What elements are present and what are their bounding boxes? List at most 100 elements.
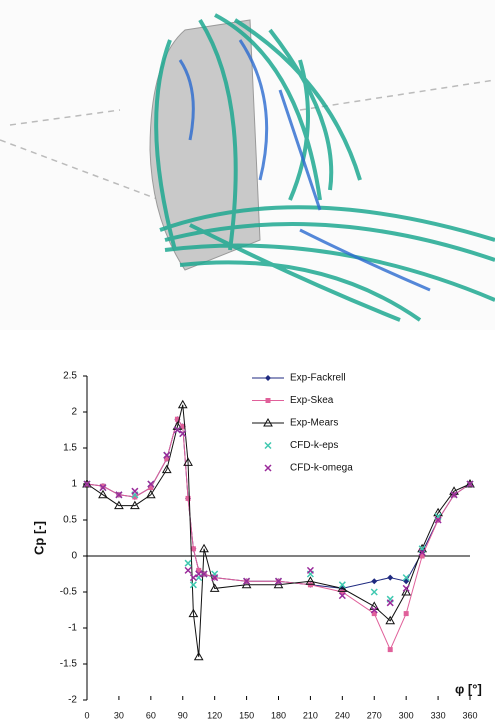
marker xyxy=(465,478,475,488)
y-axis-title: Cp [-] xyxy=(31,521,46,555)
legend-label: Exp-Mears xyxy=(290,418,338,429)
marker xyxy=(83,480,91,488)
x-tick-label: 180 xyxy=(271,710,286,720)
y-tick-label: 1.5 xyxy=(63,443,77,454)
x-tick-label: 330 xyxy=(431,710,446,720)
y-tick-label: 2.5 xyxy=(63,371,77,382)
marker xyxy=(177,399,188,409)
streamline-render xyxy=(0,0,495,330)
marker xyxy=(184,559,192,567)
marker xyxy=(190,546,196,552)
marker xyxy=(188,608,199,618)
marker xyxy=(434,516,442,524)
marker xyxy=(183,457,193,466)
marker xyxy=(371,611,377,617)
legend-label: CFD-k-eps xyxy=(290,440,338,451)
marker xyxy=(338,592,346,600)
marker xyxy=(189,581,197,589)
marker xyxy=(180,423,186,429)
marker xyxy=(337,583,348,592)
marker xyxy=(174,416,180,422)
x-tick-label: 270 xyxy=(367,710,382,720)
marker xyxy=(100,483,106,489)
marker xyxy=(370,588,378,596)
marker xyxy=(418,548,426,556)
legend-label: Exp-Skea xyxy=(290,395,334,406)
legend-label: Exp-Fackrell xyxy=(290,373,346,384)
y-tick-label: 2 xyxy=(71,407,77,418)
marker xyxy=(387,574,394,581)
marker xyxy=(99,484,107,492)
marker xyxy=(98,489,108,499)
marker xyxy=(243,577,251,585)
x-tick-label: 360 xyxy=(462,710,477,720)
marker xyxy=(306,566,314,574)
marker xyxy=(161,464,172,474)
marker xyxy=(273,579,284,589)
streamlines-blue xyxy=(178,39,431,292)
marker xyxy=(305,576,316,585)
marker xyxy=(386,599,394,607)
x-tick-label: 240 xyxy=(335,710,350,720)
x-tick-label: 120 xyxy=(207,710,222,720)
series-line xyxy=(86,418,471,651)
marker xyxy=(184,566,192,574)
marker xyxy=(82,478,92,488)
chart: Cp [-] φ [°] -2 -1.5 -1 -0.5 0 0.5 1 1.5 2 2.5 0 30… xyxy=(31,371,481,721)
marker xyxy=(371,578,378,585)
marker xyxy=(196,567,202,573)
marker xyxy=(241,579,252,589)
marker xyxy=(131,487,139,495)
y-tick-label: -1.5 xyxy=(60,659,78,670)
marker xyxy=(307,582,313,588)
y-tick-label: 1 xyxy=(71,479,77,490)
x-tick-label: 90 xyxy=(178,710,188,720)
marker xyxy=(130,500,140,510)
marker xyxy=(466,480,474,488)
marker xyxy=(163,451,171,459)
y-tick-label: 0.5 xyxy=(63,515,77,526)
marker xyxy=(450,491,458,499)
y-tick-label: -2 xyxy=(68,695,77,706)
marker xyxy=(370,606,378,614)
marker xyxy=(274,577,283,585)
marker xyxy=(402,584,410,592)
marker xyxy=(387,647,393,653)
marker xyxy=(338,581,346,589)
x-tick-label: 0 xyxy=(84,710,89,720)
y-tick-label: -0.5 xyxy=(60,587,78,598)
marker xyxy=(200,570,208,578)
marker xyxy=(339,589,345,595)
marker xyxy=(193,651,204,661)
marker xyxy=(209,583,220,592)
x-axis-title: φ [°] xyxy=(455,681,482,696)
marker xyxy=(265,398,271,403)
legend-label: CFD-k-omega xyxy=(290,463,353,474)
marker xyxy=(419,553,425,559)
marker xyxy=(179,430,187,438)
y-tick-label: -1 xyxy=(68,623,77,634)
streamlines xyxy=(154,13,495,322)
x-tick-label: 60 xyxy=(146,710,156,720)
marker xyxy=(199,543,209,553)
series-line xyxy=(86,404,471,657)
series-line xyxy=(86,418,471,589)
marker xyxy=(264,464,272,472)
y-tick-label: 0 xyxy=(71,551,77,562)
marker xyxy=(145,489,156,499)
marker xyxy=(265,375,271,381)
marker xyxy=(114,500,124,510)
marker xyxy=(264,441,272,450)
ground-line xyxy=(0,79,495,201)
marker xyxy=(402,574,410,582)
marker xyxy=(403,611,409,617)
marker xyxy=(148,485,154,491)
marker xyxy=(132,494,138,500)
x-tick-label: 210 xyxy=(303,710,318,720)
marker xyxy=(401,586,412,596)
x-tick-label: 300 xyxy=(399,710,414,720)
marker xyxy=(164,456,170,462)
marker xyxy=(185,495,191,501)
marker xyxy=(173,426,181,434)
